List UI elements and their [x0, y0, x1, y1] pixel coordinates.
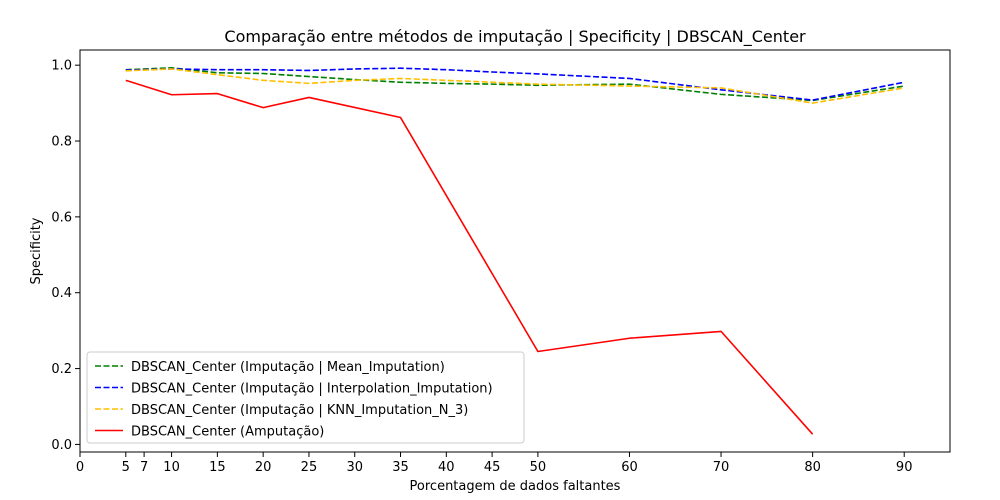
x-axis-label: Porcentagem de dados faltantes — [410, 479, 621, 494]
x-tick-label: 0 — [76, 460, 84, 475]
series-line-3 — [125, 68, 905, 104]
x-tick-label: 45 — [484, 460, 501, 475]
x-tick-label: 90 — [896, 460, 913, 475]
x-axis: 0 5 7 10 15 20 25 30 35 40 45 50 60 70 80 90 — [76, 452, 913, 475]
x-tick-label: 40 — [438, 460, 455, 475]
x-tick-label: 20 — [255, 460, 272, 475]
legend-label: DBSCAN_Center (Amputação) — [131, 425, 324, 440]
legend: DBSCAN_Center (Imputação | Mean_Imputati… — [86, 351, 525, 444]
x-tick-label: 25 — [301, 460, 318, 475]
x-tick-label: 60 — [621, 460, 638, 475]
y-tick-label: 0.0 — [51, 438, 72, 453]
y-axis: 0.0 0.2 0.4 0.6 0.8 1.0 — [51, 59, 80, 453]
x-tick-label: 30 — [346, 460, 363, 475]
x-tick-label: 70 — [713, 460, 730, 475]
x-tick-label: 10 — [163, 460, 180, 475]
y-tick-label: 0.2 — [51, 362, 72, 377]
y-tick-label: 0.4 — [51, 286, 72, 301]
plot-frame — [79, 49, 951, 453]
series-layer — [125, 67, 905, 435]
x-tick-label: 50 — [530, 460, 547, 475]
legend-box — [86, 351, 525, 444]
legend-label: DBSCAN_Center (Imputação | Interpolation… — [131, 382, 493, 397]
y-tick-label: 1.0 — [51, 59, 72, 74]
x-tick-label: 35 — [392, 460, 409, 475]
legend-label: DBSCAN_Center (Imputação | Mean_Imputati… — [131, 360, 445, 375]
y-axis-label: Specificity — [29, 217, 44, 284]
y-tick-label: 0.8 — [51, 135, 72, 150]
series-line-4 — [125, 79, 814, 435]
legend-label: DBSCAN_Center (Imputação | KNN_Imputatio… — [131, 403, 468, 418]
x-tick-label: 7 — [140, 460, 148, 475]
series-line-1 — [125, 67, 905, 102]
x-tick-label: 15 — [209, 460, 226, 475]
x-tick-label: 80 — [804, 460, 821, 475]
chart-title: Comparação entre métodos de imputação | … — [224, 27, 806, 47]
y-tick-label: 0.6 — [51, 210, 72, 225]
x-tick-label: 5 — [122, 460, 130, 475]
